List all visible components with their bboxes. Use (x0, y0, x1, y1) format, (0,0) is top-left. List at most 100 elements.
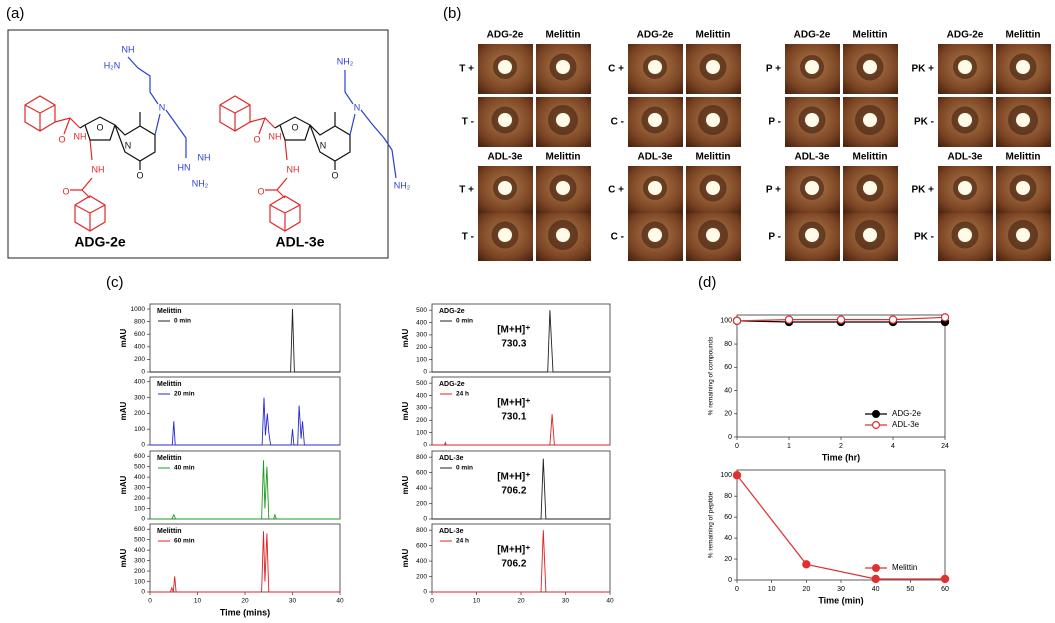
zone-spot (863, 181, 877, 195)
column-header: ADG-2e (947, 30, 984, 41)
y-tick-label: 100 (720, 318, 732, 325)
plot-title: Melittin (157, 308, 182, 315)
row-label: PK - (914, 232, 934, 243)
row-label: P - (768, 232, 781, 243)
y-tick-label: 80 (724, 493, 732, 500)
zone-spot (498, 228, 512, 242)
legend-label: 60 min (174, 538, 195, 545)
y-tick-label: 200 (416, 573, 427, 580)
zone-spot (648, 113, 662, 127)
atom-label: H₂N (104, 60, 121, 70)
atom-label: O (62, 186, 69, 196)
atom-label: N (125, 140, 132, 150)
y-axis-label: mAU (401, 475, 410, 494)
compound-name: ADG-2e (74, 234, 126, 250)
y-tick-label: 400 (134, 378, 145, 385)
zone-spot (1016, 60, 1030, 74)
column-header: ADG-2e (794, 30, 831, 41)
y-tick-label: 300 (416, 405, 427, 412)
y-tick-label: 400 (416, 558, 427, 565)
zone-spot (958, 181, 972, 195)
series-line (150, 397, 340, 446)
legend-label: 0 min (174, 318, 191, 325)
y-axis-label: mAU (119, 475, 128, 494)
y-tick-label: 100 (416, 429, 427, 436)
y-tick-label: 20 (724, 556, 732, 563)
annotation: [M+H]⁺ (497, 398, 530, 409)
y-tick-label: 400 (416, 392, 427, 399)
zone-spot (648, 228, 662, 242)
annotation: 730.3 (501, 339, 526, 350)
atom-label: N (354, 102, 361, 112)
x-tick-label: 4 (891, 443, 895, 450)
y-tick-label: 600 (416, 542, 427, 549)
panel-label: (b) (443, 5, 461, 22)
zone-spot (1016, 228, 1030, 242)
x-tick-label: 20 (517, 598, 525, 605)
legend-marker (871, 421, 880, 430)
row-label: T - (462, 117, 474, 128)
column-header: ADL-3e (947, 152, 982, 163)
zone-spot (706, 60, 720, 74)
atom-label: N (159, 102, 166, 112)
zone-spot (958, 60, 972, 74)
x-tick-label: 10 (768, 586, 776, 593)
x-tick-label: 50 (906, 586, 914, 593)
plot-title: ADL-3e (439, 455, 464, 462)
y-tick-label: 600 (134, 526, 145, 533)
plot-frame (736, 314, 946, 438)
plot-title: ADG-2e (439, 381, 465, 388)
atom-label: NH (122, 44, 135, 54)
y-tick-label: 600 (134, 453, 145, 460)
atom-label: O (96, 122, 103, 132)
row-label: T - (462, 232, 474, 243)
plot-title: ADG-2e (439, 308, 465, 315)
data-point (784, 315, 794, 324)
zone-spot (706, 228, 720, 242)
plot-title: Melittin (157, 381, 182, 388)
legend-label: 40 min (174, 465, 195, 472)
annotation: 706.2 (501, 486, 526, 497)
y-tick-label: 200 (416, 417, 427, 424)
atom-label: NH (74, 131, 87, 141)
y-tick-label: 0 (423, 516, 427, 523)
y-tick-label: 800 (134, 318, 145, 325)
y-axis-label: mAU (119, 401, 128, 420)
atom-label: O (291, 122, 298, 132)
column-header: ADL-3e (487, 152, 522, 163)
structure-skeleton (219, 95, 351, 232)
atom-label: O (58, 134, 65, 144)
y-tick-label: 100 (134, 505, 145, 512)
zone-spot (498, 60, 512, 74)
row-label: P + (766, 185, 781, 196)
atom-label: NH (92, 164, 105, 174)
series-line (432, 530, 610, 593)
legend-label: 0 min (456, 318, 473, 325)
atom-label: NH (198, 152, 211, 162)
atom-label: N (320, 140, 327, 150)
column-header: Melittin (1006, 152, 1041, 163)
y-tick-label: 100 (720, 472, 732, 479)
y-tick-label: 100 (134, 426, 145, 433)
y-tick-label: 200 (134, 410, 145, 417)
y-tick-label: 200 (134, 356, 145, 363)
zone-spot (1016, 181, 1030, 195)
atom-label: NH₂ (192, 178, 209, 188)
x-tick-label: 20 (802, 586, 810, 593)
y-tick-label: 0 (728, 434, 732, 441)
zone-spot (556, 181, 570, 195)
annotation: [M+H]⁺ (497, 472, 530, 483)
atom-label: O (136, 170, 143, 180)
y-tick-label: 600 (416, 469, 427, 476)
data-point (940, 313, 950, 322)
panel-label: (c) (106, 274, 124, 291)
y-axis-label: mAU (401, 401, 410, 420)
annotation: 730.1 (501, 412, 526, 423)
y-tick-label: 500 (416, 380, 427, 387)
y-tick-label: 300 (134, 484, 145, 491)
y-tick-label: 300 (134, 394, 145, 401)
zone-spot (556, 113, 570, 127)
atom-label: NH (269, 131, 282, 141)
